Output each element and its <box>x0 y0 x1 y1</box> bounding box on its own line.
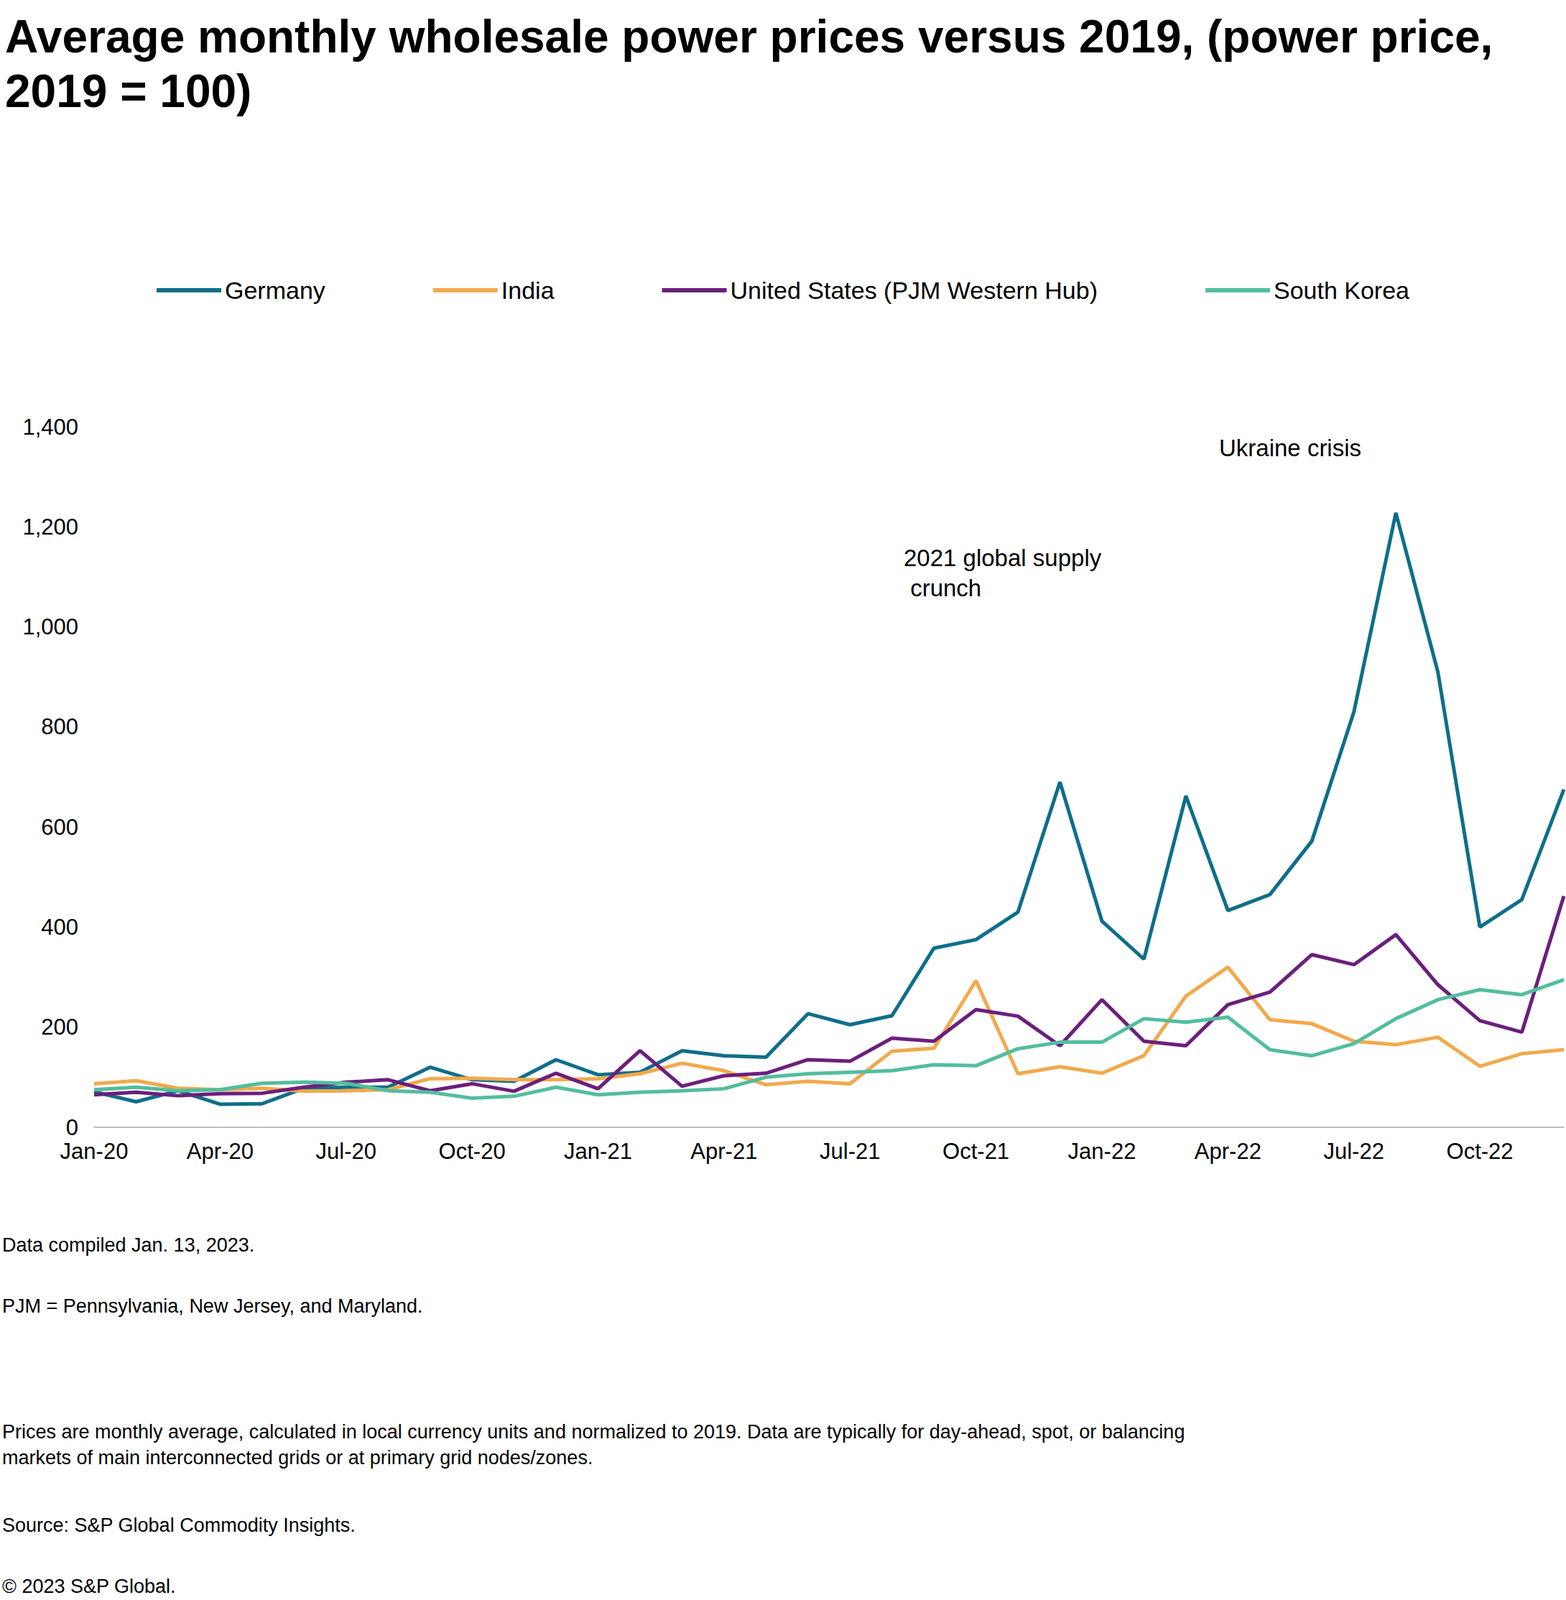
svg-text:Jul-20: Jul-20 <box>316 1138 377 1164</box>
svg-text:200: 200 <box>40 1014 79 1040</box>
svg-text:Average monthly wholesale powe: Average monthly wholesale power prices v… <box>5 10 1506 63</box>
svg-text:800: 800 <box>40 714 79 740</box>
svg-text:Prices are monthly average, ca: Prices are monthly average, calculated i… <box>2 1420 1191 1443</box>
svg-text:Jan-20: Jan-20 <box>60 1138 129 1164</box>
svg-text:Apr-21: Apr-21 <box>690 1138 758 1164</box>
svg-text:South Korea: South Korea <box>1273 276 1410 304</box>
svg-text:Apr-20: Apr-20 <box>186 1138 254 1164</box>
svg-text:United States (PJM Western Hub: United States (PJM Western Hub) <box>730 276 1098 304</box>
svg-text:© 2023 S&P Global.: © 2023 S&P Global. <box>2 1575 176 1597</box>
svg-text:Ukraine crisis: Ukraine crisis <box>1219 434 1362 462</box>
svg-text:2021 global supply: 2021 global supply <box>903 544 1102 572</box>
svg-text:600: 600 <box>40 814 79 840</box>
svg-text:1,000: 1,000 <box>22 614 79 640</box>
svg-text:Jul-21: Jul-21 <box>819 1138 880 1164</box>
svg-text:Germany: Germany <box>224 276 326 304</box>
svg-text:markets of main interconnected: markets of main interconnected grids or … <box>2 1446 593 1469</box>
svg-text:PJM = Pennsylvania, New Jersey: PJM = Pennsylvania, New Jersey, and Mary… <box>2 1295 424 1317</box>
svg-text:1,400: 1,400 <box>22 414 79 440</box>
svg-text:Oct-22: Oct-22 <box>1446 1138 1514 1164</box>
svg-text:Data compiled Jan. 13, 2023.: Data compiled Jan. 13, 2023. <box>2 1234 255 1256</box>
svg-text:India: India <box>501 276 555 304</box>
svg-text:Oct-21: Oct-21 <box>942 1138 1010 1164</box>
svg-text:Jan-21: Jan-21 <box>563 1138 633 1164</box>
svg-text:Jan-22: Jan-22 <box>1068 1138 1137 1164</box>
svg-text:400: 400 <box>40 914 79 940</box>
svg-text:Source: S&P Global Commodity I: Source: S&P Global Commodity Insights. <box>2 1514 356 1536</box>
svg-text:Jul-22: Jul-22 <box>1323 1138 1384 1164</box>
svg-text:crunch: crunch <box>903 574 982 602</box>
svg-text:Oct-20: Oct-20 <box>438 1138 506 1164</box>
svg-text:2019 = 100): 2019 = 100) <box>5 65 252 118</box>
svg-text:1,200: 1,200 <box>22 514 79 540</box>
svg-text:Apr-22: Apr-22 <box>1194 1138 1262 1164</box>
svg-text:0: 0 <box>66 1114 79 1141</box>
